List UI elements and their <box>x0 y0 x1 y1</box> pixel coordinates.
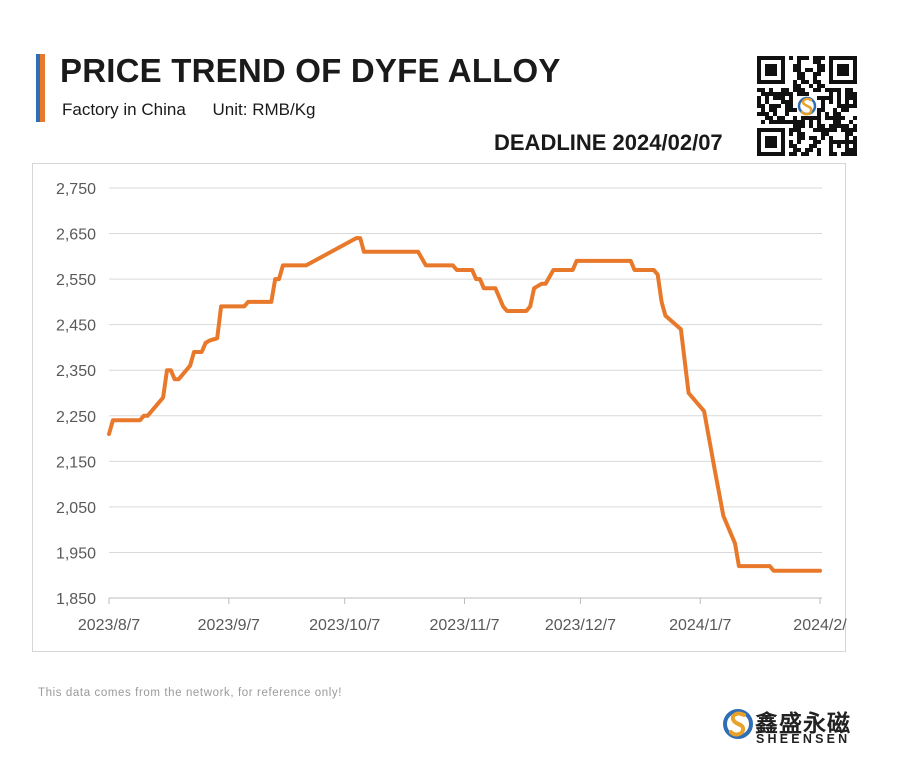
y-tick-label: 2,650 <box>56 227 96 244</box>
disclaimer-text: This data comes from the network, for re… <box>38 687 343 699</box>
y-tick-label: 2,250 <box>56 409 96 426</box>
subtitle-location: Factory in China <box>62 100 186 119</box>
deadline-label: DEADLINE 2024/02/07 <box>494 130 723 155</box>
qr-code-icon <box>757 56 857 156</box>
y-tick-label: 2,050 <box>56 500 96 517</box>
x-tick-label: 2023/9/7 <box>198 617 260 634</box>
sheensen-logo-icon <box>723 709 753 739</box>
x-tick-label: 2023/12/7 <box>545 617 616 634</box>
chart-title: PRICE TREND OF DYFE ALLOY <box>60 52 561 89</box>
price-series-line <box>107 236 822 573</box>
chart-frame <box>32 163 846 652</box>
y-tick-label: 2,550 <box>56 272 96 289</box>
y-tick-label: 2,450 <box>56 318 96 335</box>
y-tick-label: 2,350 <box>56 363 96 380</box>
brand-name-en: SHEENSEN <box>756 732 851 746</box>
x-tick-label: 2023/10/7 <box>309 617 380 634</box>
x-tick-label: 2023/11/7 <box>430 617 500 634</box>
brand-logo: 鑫盛永磁 SHEENSEN <box>722 702 862 750</box>
x-tick-label: 2023/8/7 <box>78 617 140 634</box>
brand-name-cn: 鑫盛永磁 <box>755 710 851 736</box>
y-tick-label: 1,850 <box>56 591 96 608</box>
y-tick-label: 2,150 <box>56 454 96 471</box>
chart-subtitle: Factory in China Unit: RMB/Kg <box>62 100 316 120</box>
subtitle-unit: Unit: RMB/Kg <box>212 100 316 119</box>
y-tick-label: 2,750 <box>56 181 96 198</box>
x-tick-label: 2024/2/ <box>793 617 847 634</box>
title-accent-bar <box>36 54 45 122</box>
x-tick-label: 2024/1/7 <box>669 617 731 634</box>
y-tick-label: 1,950 <box>56 545 96 562</box>
